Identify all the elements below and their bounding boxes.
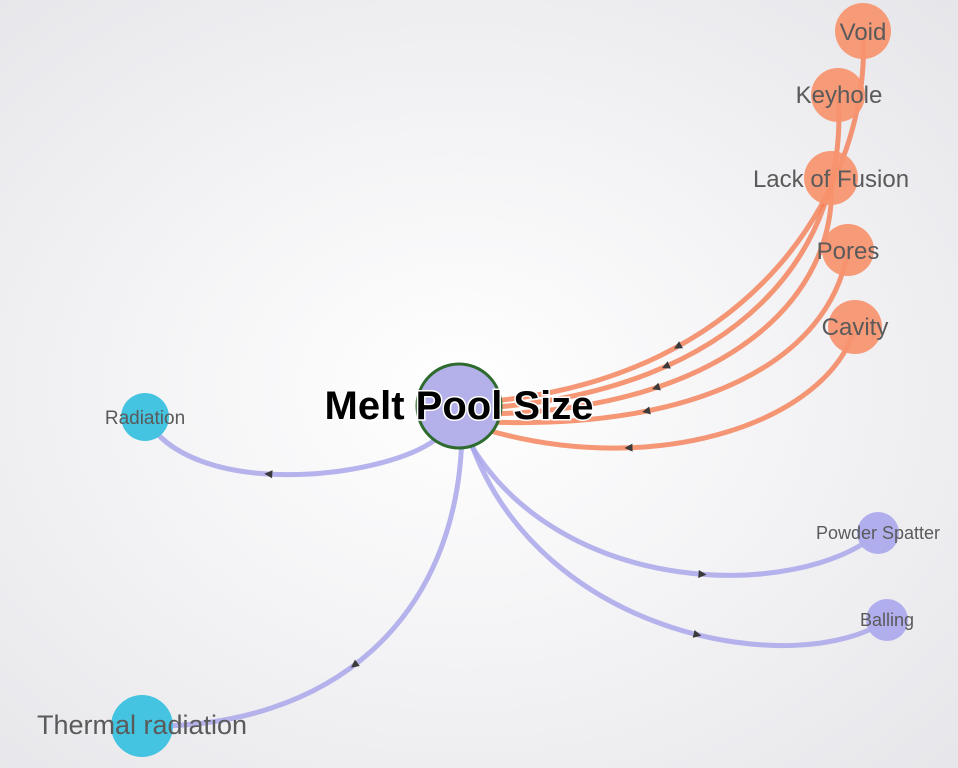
edge-pores-to-center <box>485 247 851 426</box>
edge-center-to-powder-spatter <box>465 437 881 578</box>
arrowhead-cavity <box>624 443 633 452</box>
node-void[interactable] <box>835 3 891 59</box>
node-melt-pool-size[interactable] <box>415 362 503 450</box>
arrowhead-lack-of-fusion <box>652 382 661 391</box>
node-keyhole[interactable] <box>811 68 865 122</box>
node-cavity[interactable] <box>828 300 882 354</box>
edge-lack-of-fusion-to-center <box>484 175 834 417</box>
edge-center-to-thermal-radiation <box>139 427 465 729</box>
node-label-radiation: Radiation <box>105 408 185 429</box>
arrowhead-powder-spatter <box>698 570 707 578</box>
arrowhead-thermal-radiation <box>351 659 360 668</box>
node-label-void: Void <box>840 19 887 46</box>
edge-center-to-balling <box>467 437 890 649</box>
edge-keyhole-to-center <box>482 92 842 411</box>
nodes-layer <box>111 3 908 757</box>
node-radiation[interactable] <box>121 393 169 441</box>
node-lack-of-fusion[interactable] <box>804 151 858 205</box>
node-powder-spatter[interactable] <box>857 512 899 554</box>
edges-layer <box>139 28 890 729</box>
arrowhead-radiation <box>264 470 273 479</box>
arrowhead-balling <box>692 629 702 638</box>
labels-layer: Melt Pool Size Void Keyhole Lack of Fusion… <box>37 19 940 740</box>
arrowhead-void <box>673 341 683 349</box>
arrowhead-pores <box>642 406 651 415</box>
node-label-balling: Balling <box>860 610 914 630</box>
node-pores[interactable] <box>822 224 874 276</box>
node-balling[interactable] <box>866 599 908 641</box>
edge-center-to-radiation <box>142 414 438 478</box>
arrowhead-keyhole <box>661 361 671 369</box>
node-label-cavity: Cavity <box>822 314 889 341</box>
node-label-pores: Pores <box>817 238 880 265</box>
node-thermal-radiation[interactable] <box>111 695 173 757</box>
node-label-melt-pool-size: Melt Pool Size <box>325 384 594 428</box>
edge-cavity-to-center <box>484 324 858 451</box>
node-label-lack-of-fusion: Lack of Fusion <box>753 166 909 193</box>
node-label-thermal-radiation: Thermal radiation <box>37 710 247 740</box>
node-label-powder-spatter: Powder Spatter <box>816 523 940 543</box>
node-label-keyhole: Keyhole <box>796 82 883 109</box>
arrows-layer <box>264 341 707 668</box>
